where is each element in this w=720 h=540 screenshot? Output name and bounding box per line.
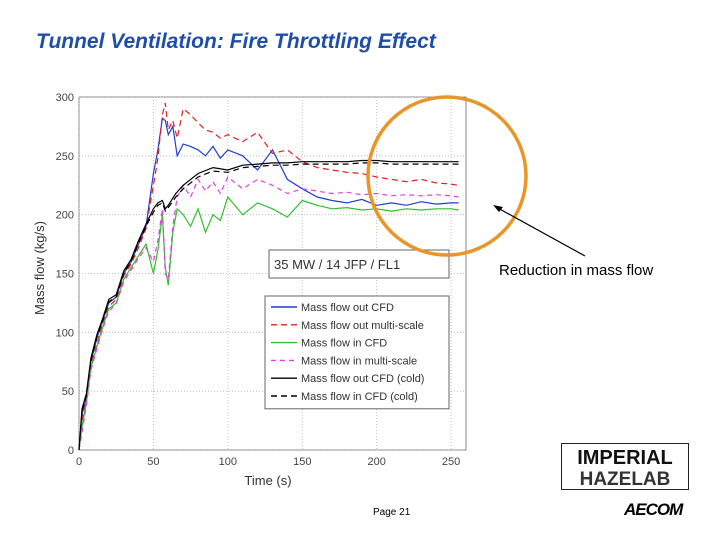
annotation-arrow-head [493,205,503,212]
series-line-6 [78,162,459,451]
x-tick-label: 50 [147,456,159,468]
series-line-2 [78,102,459,451]
x-axis-label: Time (s) [244,473,291,488]
y-tick-label: 250 [56,151,74,163]
logo-imperial-text: IMPERIAL [577,447,673,469]
legend: Mass flow out CFD Mass flow out multi-sca… [264,295,450,410]
slide-title: Tunnel Ventilation: Fire Throttling Effe… [36,30,436,53]
y-tick-label: 0 [68,445,74,457]
series-line-4 [78,176,459,451]
legend-label: Mass flow in multi-scale [301,355,417,367]
legend-label: Mass flow out CFD [301,302,394,314]
annotation-text: Reduction in mass flow [499,262,654,279]
annotation-arrow-line [495,206,586,257]
y-tick-label: 150 [56,269,74,281]
y-tick-label: 100 [56,327,74,339]
y-tick-label: 200 [56,210,74,222]
x-tick-label: 150 [293,456,311,468]
logo-hazelab-text: HAZELAB [580,469,671,490]
imperial-hazelab-logo: IMPERIAL HAZELAB [561,443,689,490]
y-tick-label: 300 [56,92,74,104]
series-line-5 [78,159,459,451]
legend-label: Mass flow out CFD (cold) [301,373,424,385]
page-number: Page 21 [373,507,411,518]
y-tick-label: 50 [62,386,74,398]
aecom-logo: AECOM [624,500,683,519]
scenario-label: 35 MW / 14 JFP / FL1 [274,257,400,272]
x-tick-label: 0 [76,456,82,468]
y-axis-label: Mass flow (kg/s) [32,221,47,315]
legend-label: Mass flow in CFD [301,338,387,350]
legend-label: Mass flow out multi-scale [301,320,424,332]
legend-box [264,295,450,410]
x-tick-label: 100 [219,456,237,468]
highlight-circle [366,95,528,257]
series-line-3 [78,195,459,451]
legend-label: Mass flow in CFD (cold) [301,391,418,403]
x-tick-label: 250 [442,456,460,468]
x-tick-label: 200 [368,456,386,468]
scenario-label-box: 35 MW / 14 JFP / FL1 [268,249,450,279]
series-line-1 [78,117,459,451]
